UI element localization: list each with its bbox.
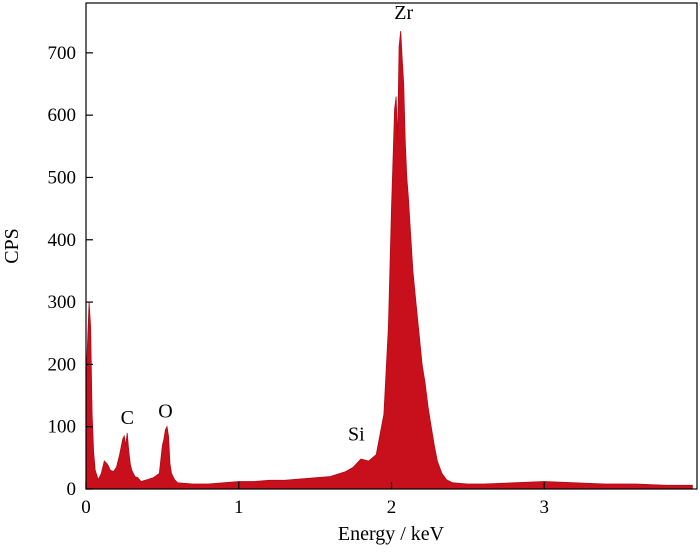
- peak-label-c: C: [121, 407, 134, 429]
- peak-label-o: O: [158, 401, 172, 423]
- peak-label-si: Si: [348, 424, 365, 446]
- y-tick-label-100: 100: [48, 417, 77, 438]
- y-tick-label-0: 0: [67, 479, 77, 500]
- y-tick-label-400: 400: [48, 230, 77, 251]
- peak-label-zr: Zr: [394, 2, 413, 24]
- plot-layer: [85, 30, 693, 490]
- ticks-layer: [85, 52, 545, 490]
- labels-layer: 0 100 200 300 400 500 600 700 0 1 2 3 Zr C O Si: [48, 2, 550, 518]
- x-tick-label-1: 1: [234, 497, 244, 518]
- y-axis-title: CPS: [1, 228, 23, 264]
- y-tick-label-600: 600: [48, 105, 77, 126]
- y-tick-label-300: 300: [48, 292, 77, 313]
- x-tick-label-3: 3: [540, 497, 550, 518]
- y-tick-label-200: 200: [48, 354, 77, 375]
- x-axis-title: Energy / keV: [338, 523, 445, 545]
- y-tick-label-500: 500: [48, 167, 77, 188]
- x-tick-label-2: 2: [387, 497, 397, 518]
- x-tick-label-0: 0: [81, 497, 91, 518]
- y-tick-label-700: 700: [48, 43, 77, 64]
- spectrum-area-0: [85, 30, 693, 490]
